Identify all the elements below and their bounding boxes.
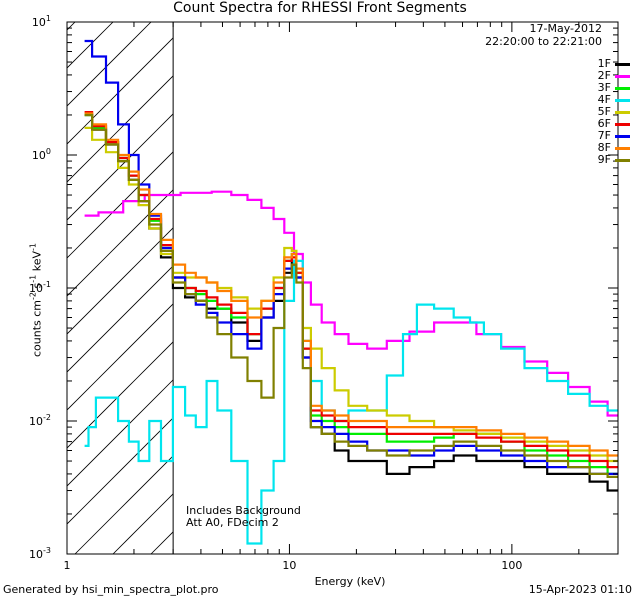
generation-date-label: 15-Apr-2023 01:10 [528,583,632,596]
hatch-line [0,0,105,554]
series-4f [84,259,618,545]
series-9f [84,113,618,478]
legend-item-9f: 9F [598,154,630,166]
legend-item-3f: 3F [598,82,630,94]
legend-label: 1F [597,57,611,70]
generated-by-label: Generated by hsi_min_spectra_plot.pro [3,583,219,596]
hatch-line [67,265,174,373]
hatch-line [67,227,174,335]
legend-label: 3F [597,81,611,94]
y-axis-label: counts cm-2 s-1 keV-1 [28,243,44,357]
legend-item-2f: 2F [598,70,630,82]
hatch-line [67,22,114,69]
legend-item-1f: 1F [598,58,630,70]
hatch-line [189,0,640,554]
legend-swatch [615,62,630,66]
legend-label: 2F [597,69,611,82]
y-tick-label: 10-2 [29,413,51,428]
hatch-line [67,22,152,107]
series-8f [84,112,618,457]
legend-label: 6F [597,117,611,130]
legend-swatch [615,146,630,150]
legend-swatch [615,158,630,162]
x-tick-label: 1 [64,559,71,572]
legend-swatch [615,134,630,138]
legend-label: 5F [597,105,611,118]
note-background: Includes Background [186,504,301,517]
legend-label: 9F [597,153,611,166]
hatch-line [67,151,174,259]
legend-label: 4F [597,93,611,106]
note-attenuator: Att A0, FDecim 2 [186,516,279,529]
legend-item-4f: 4F [598,94,630,106]
y-tick-label: 100 [32,147,51,162]
y-tick-label: 101 [32,14,51,29]
legend-swatch [615,86,630,90]
x-axis-label: Energy (keV) [314,575,386,588]
hatch-line [67,22,76,31]
hatch-line [150,531,174,554]
legend-item-6f: 6F [598,118,630,130]
series-2f [84,190,618,417]
hatch-line [265,0,640,554]
legend-swatch [615,98,630,102]
legend: 1F 2F 3F 4F 5F 6F 7F 8F 9F [598,58,630,166]
legend-item-8f: 8F [598,142,630,154]
legend-swatch [615,74,630,78]
hatch-line [67,37,174,145]
legend-item-7f: 7F [598,130,630,142]
hatch-line [67,75,174,183]
chart-title: Count Spectra for RHESSI Front Segments [173,0,467,16]
hatch-line [67,417,174,525]
hatch-line [67,303,174,411]
legend-label: 7F [597,129,611,142]
legend-swatch [615,110,630,114]
hatch-line [67,189,174,297]
x-tick-label: 10 [282,559,296,572]
hatch-line [74,455,174,554]
legend-label: 8F [597,141,611,154]
series-6f [84,111,618,469]
plot-frame [66,21,619,555]
x-tick-label: 100 [501,559,522,572]
hatch-line [67,379,174,487]
legend-item-5f: 5F [598,106,630,118]
date-label: 17-May-2012 [529,22,602,35]
legend-swatch [615,122,630,126]
below-threshold-hatch [0,0,640,554]
y-tick-label: 10-3 [29,546,51,561]
time-range-label: 22:20:00 to 22:21:00 [485,35,602,48]
